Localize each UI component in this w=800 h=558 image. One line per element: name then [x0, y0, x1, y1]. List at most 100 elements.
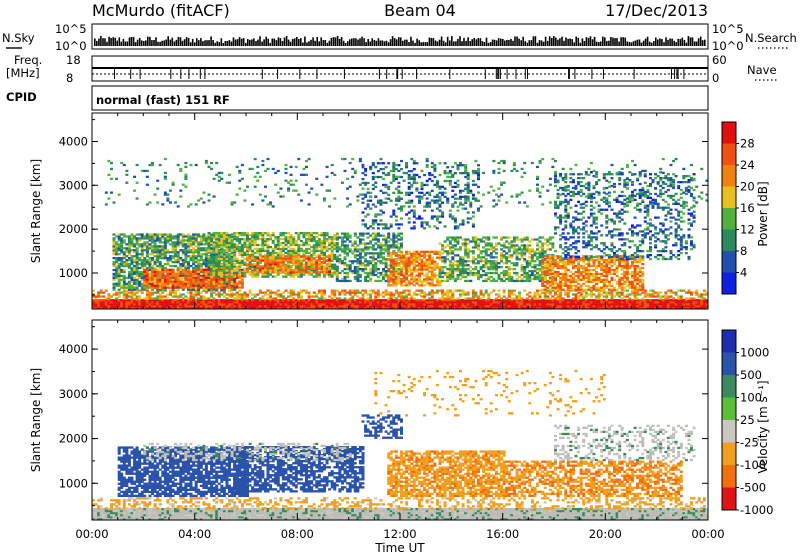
- heatmap-cell: [598, 292, 601, 294]
- heatmap-cell: [154, 305, 157, 307]
- heatmap-cell: [231, 258, 234, 260]
- heatmap-cell: [695, 290, 698, 292]
- heatmap-cell: [238, 238, 241, 240]
- heatmap-cell: [136, 295, 139, 297]
- heatmap-cell: [359, 264, 362, 266]
- noise-bar: [216, 41, 218, 46]
- heatmap-cell: [251, 263, 254, 265]
- heatmap-cell: [346, 244, 349, 246]
- heatmap-cell: [380, 246, 383, 248]
- heatmap-cell: [151, 289, 154, 291]
- heatmap-cell: [282, 255, 285, 257]
- noise-bar: [276, 40, 278, 46]
- heatmap-cell: [526, 297, 529, 299]
- heatmap-cell: [405, 297, 408, 299]
- heatmap-cell: [277, 293, 280, 295]
- heatmap-cell: [259, 290, 262, 292]
- heatmap-cell: [105, 297, 108, 299]
- heatmap-cell: [305, 299, 308, 301]
- heatmap-cell: [215, 270, 218, 272]
- heatmap-cell: [267, 274, 270, 276]
- heatmap-cell: [120, 285, 123, 287]
- heatmap-cell: [331, 266, 334, 268]
- heatmap-cell: [161, 295, 164, 297]
- heatmap-cell: [351, 305, 354, 307]
- heatmap-cell: [569, 299, 572, 301]
- heatmap-cell: [97, 305, 100, 307]
- heatmap-cell: [392, 303, 395, 305]
- heatmap-cell: [215, 260, 218, 262]
- heatmap-cell: [328, 276, 331, 278]
- heatmap-cell: [243, 295, 246, 297]
- heatmap-cell: [367, 248, 370, 250]
- heatmap-cell: [151, 251, 154, 253]
- heatmap-cell: [205, 263, 208, 265]
- heatmap-cell: [279, 244, 282, 246]
- heatmap-cell: [251, 303, 254, 305]
- heatmap-cell: [282, 271, 285, 273]
- heatmap-cell: [161, 277, 164, 279]
- heatmap-cell: [197, 247, 200, 249]
- heatmap-cell: [344, 264, 347, 266]
- heatmap-cell: [231, 240, 234, 242]
- noise-bar: [114, 38, 116, 46]
- heatmap-cell: [308, 257, 311, 259]
- heatmap-cell: [123, 241, 126, 243]
- heatmap-cell: [498, 290, 501, 292]
- heatmap-cell: [585, 303, 588, 305]
- heatmap-cell: [246, 232, 249, 234]
- noise-bar: [159, 42, 161, 46]
- heatmap-cell: [261, 305, 264, 307]
- heatmap-cell: [228, 303, 231, 305]
- noise-bar: [125, 41, 127, 46]
- heatmap-cell: [174, 283, 177, 285]
- noise-bar: [402, 41, 404, 46]
- heatmap-cell: [182, 283, 185, 285]
- noise-bar: [590, 36, 592, 46]
- heatmap-cell: [338, 260, 341, 262]
- heatmap-cell: [374, 248, 377, 250]
- noise-right-tick-high: 10^5: [712, 22, 744, 36]
- heatmap-cell: [231, 244, 234, 246]
- heatmap-cell: [131, 249, 134, 251]
- heatmap-cell: [190, 295, 193, 297]
- heatmap-cell: [200, 286, 203, 288]
- heatmap-cell: [459, 303, 462, 305]
- heatmap-cell: [228, 305, 231, 307]
- heatmap-cell: [154, 239, 157, 241]
- heatmap-cell: [344, 268, 347, 270]
- heatmap-cell: [392, 295, 395, 297]
- heatmap-cell: [359, 262, 362, 264]
- heatmap-cell: [251, 305, 254, 307]
- heatmap-cell: [369, 274, 372, 276]
- heatmap-cell: [125, 261, 128, 263]
- heatmap-cell: [190, 273, 193, 275]
- heatmap-cell: [338, 280, 341, 282]
- heatmap-cell: [200, 271, 203, 273]
- heatmap-cell: [143, 273, 146, 275]
- heatmap-cell: [123, 303, 126, 305]
- heatmap-cell: [508, 290, 511, 292]
- heatmap-cell: [544, 305, 547, 307]
- heatmap-cell: [226, 281, 229, 283]
- heatmap-cell: [349, 240, 352, 242]
- noise-bar: [129, 38, 131, 47]
- heatmap-cell: [277, 290, 280, 292]
- heatmap-cell: [616, 292, 619, 294]
- heatmap-cell: [184, 281, 187, 283]
- heatmap-cell: [508, 299, 511, 301]
- heatmap-cell: [243, 276, 246, 278]
- heatmap-cell: [290, 292, 293, 294]
- heatmap-cell: [336, 246, 339, 248]
- heatmap-cell: [143, 275, 146, 277]
- heatmap-cell: [223, 299, 226, 301]
- heatmap-cell: [662, 303, 665, 305]
- heatmap-cell: [208, 269, 211, 271]
- heatmap-cell: [349, 280, 352, 282]
- heatmap-cell: [115, 275, 118, 277]
- heatmap-cell: [213, 272, 216, 274]
- noise-bar: [337, 36, 339, 46]
- heatmap-cell: [385, 305, 388, 307]
- heatmap-cell: [161, 281, 164, 283]
- heatmap-cell: [151, 269, 154, 271]
